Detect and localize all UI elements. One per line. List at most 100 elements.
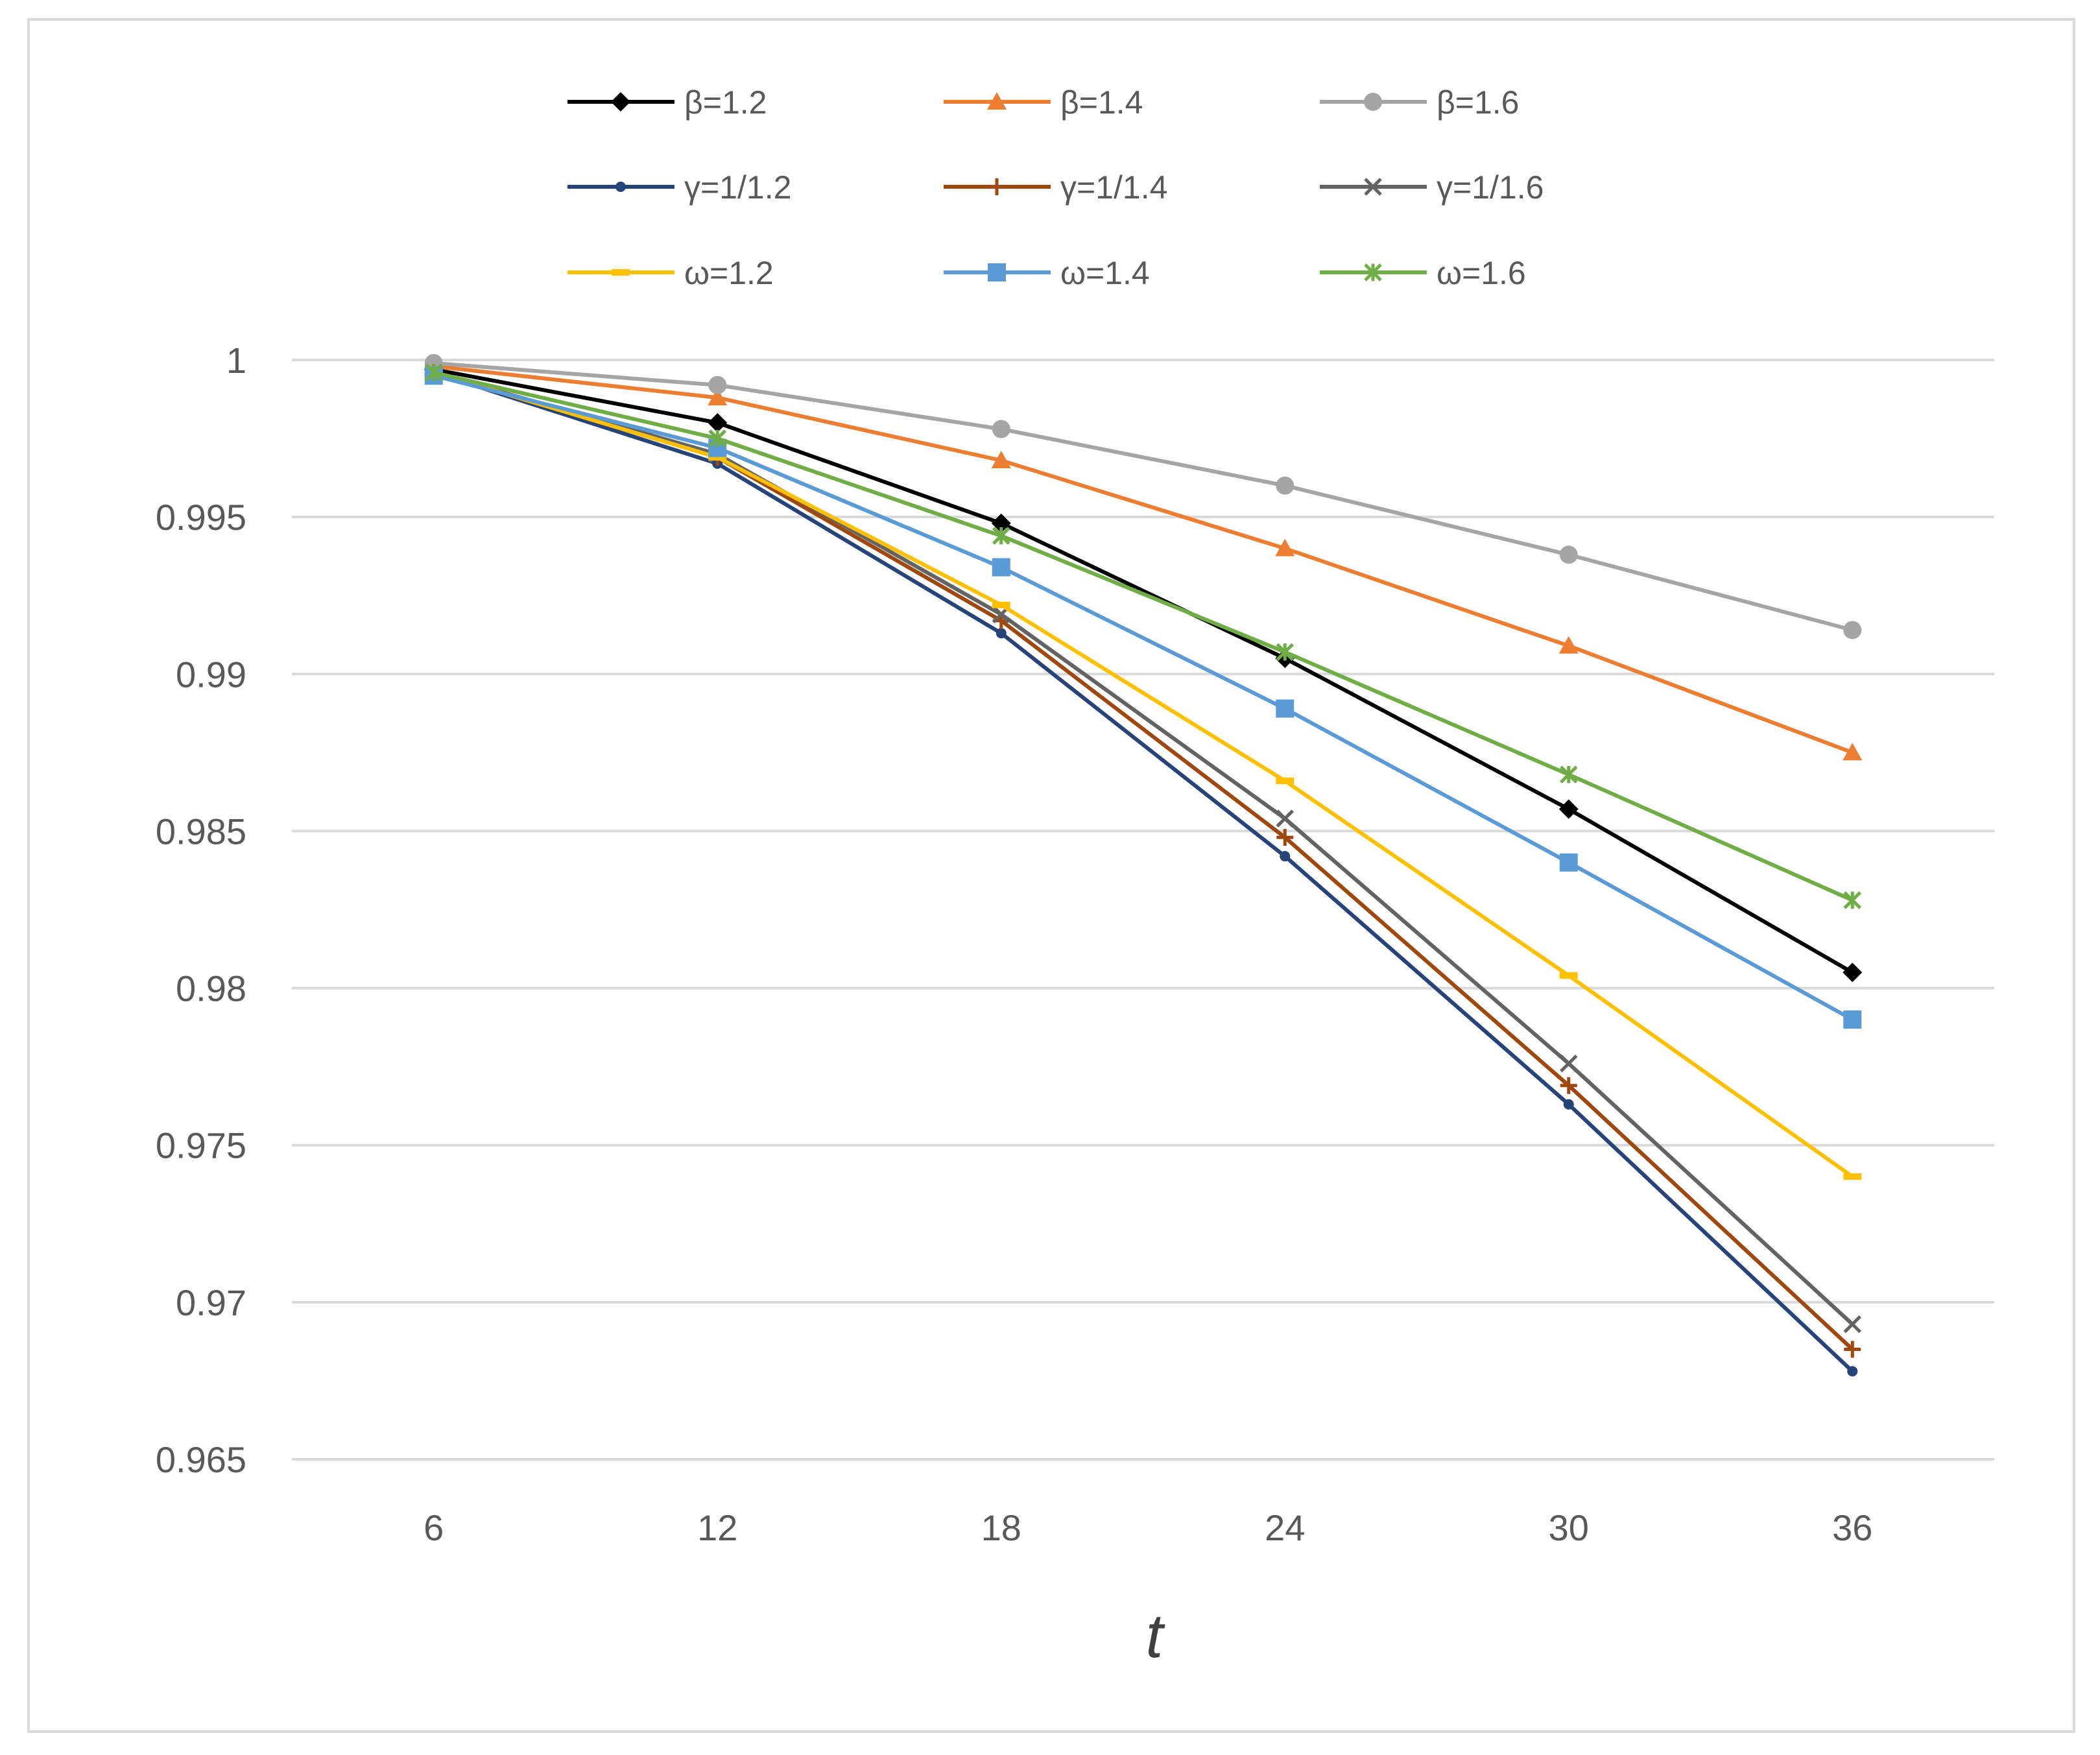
- x-tick-label: 12: [697, 1507, 737, 1548]
- legend-item: β=1.4: [944, 84, 1143, 121]
- data-point: [1276, 643, 1295, 662]
- y-tick-label: 0.97: [176, 1282, 246, 1323]
- data-point: [1276, 699, 1295, 718]
- data-point: [1843, 962, 1863, 983]
- x-tick-label: 18: [981, 1507, 1021, 1548]
- legend: β=1.2 β=1.4 β=1.6 γ=1/1.2 γ=1/1.4 γ=1/1.6 ω=1.…: [567, 84, 1544, 291]
- legend-marker: [1364, 263, 1382, 281]
- legend-marker: [1364, 178, 1382, 196]
- data-point: [1843, 891, 1862, 909]
- legend-marker: [615, 182, 626, 192]
- legend-label: ω=1.2: [684, 255, 774, 291]
- data-point: [1276, 809, 1295, 828]
- series-line: [433, 367, 1854, 974]
- y-tick-label: 0.975: [156, 1125, 246, 1166]
- data-point: [708, 454, 727, 461]
- gridlines: [292, 359, 1994, 1461]
- data-point: [708, 412, 728, 433]
- data-point: [1276, 777, 1295, 784]
- data-point: [1559, 853, 1578, 872]
- data-point: [992, 558, 1010, 577]
- data-point: [1559, 545, 1578, 564]
- y-tick-label: 0.965: [156, 1439, 246, 1480]
- data-point: [1280, 851, 1291, 862]
- series-line: [433, 370, 1854, 1326]
- legend-item: ω=1.4: [944, 255, 1150, 291]
- series-lines: [424, 353, 1863, 1377]
- data-point: [708, 388, 728, 406]
- data-point: [996, 628, 1007, 639]
- x-tick-label: 36: [1832, 1507, 1872, 1548]
- series-line: [433, 370, 1854, 1178]
- x-tick-label: 6: [424, 1507, 444, 1548]
- legend-label: γ=1/1.2: [684, 169, 791, 206]
- legend-marker: [987, 92, 1007, 110]
- data-point: [992, 601, 1010, 608]
- data-point: [991, 513, 1011, 533]
- data-point: [1559, 765, 1578, 784]
- data-point: [1843, 621, 1862, 639]
- legend-item: ω=1.2: [567, 255, 774, 291]
- data-point: [991, 450, 1011, 468]
- legend-label: β=1.6: [1437, 84, 1519, 121]
- x-tick-label: 30: [1549, 1507, 1589, 1548]
- series-line: [433, 361, 1854, 632]
- data-point: [708, 429, 727, 448]
- legend-item: β=1.6: [1320, 84, 1519, 121]
- y-tick-label: 0.985: [156, 811, 246, 852]
- x-axis-ticks: 6 12 18 24 30 36: [424, 1507, 1872, 1548]
- series-line: [433, 370, 1854, 1373]
- data-point: [1558, 799, 1579, 819]
- legend-marker: [611, 92, 630, 112]
- data-point: [1559, 972, 1578, 979]
- data-point: [992, 527, 1010, 545]
- y-tick-label: 0.995: [156, 497, 246, 538]
- data-point: [1843, 1173, 1862, 1180]
- legend-item: β=1.2: [567, 84, 767, 121]
- legend-marker: [612, 269, 630, 276]
- legend-label: ω=1.4: [1060, 255, 1150, 291]
- data-point: [1843, 743, 1863, 761]
- data-point: [1276, 829, 1294, 846]
- x-tick-label: 24: [1265, 1507, 1305, 1548]
- legend-label: γ=1/1.6: [1437, 169, 1544, 206]
- data-point: [1843, 1010, 1862, 1029]
- data-point: [1559, 1055, 1578, 1073]
- series-4: [428, 367, 1858, 1377]
- data-point: [992, 420, 1010, 438]
- chart-frame: [27, 18, 2075, 1733]
- data-point: [1558, 636, 1579, 654]
- legend-item: γ=1/1.4: [944, 169, 1167, 206]
- x-axis-label: t: [1146, 1601, 1165, 1671]
- data-point: [1563, 1099, 1574, 1110]
- legend-item: ω=1.6: [1320, 255, 1526, 291]
- series-8: [424, 366, 1862, 1029]
- series-line: [433, 374, 1854, 1021]
- data-point: [1275, 538, 1295, 556]
- legend-label: β=1.2: [684, 84, 767, 121]
- legend-marker: [988, 263, 1006, 281]
- data-point: [1843, 1315, 1862, 1333]
- series-2: [424, 356, 1863, 761]
- legend-label: ω=1.6: [1437, 255, 1526, 291]
- y-tick-label: 0.98: [176, 968, 246, 1009]
- data-point: [424, 363, 443, 382]
- data-point: [1560, 1077, 1577, 1094]
- legend-marker: [988, 178, 1005, 195]
- legend-marker: [1364, 93, 1382, 111]
- y-tick-label: 1: [226, 340, 246, 381]
- series-line: [433, 364, 1854, 755]
- series-9: [424, 363, 1862, 909]
- data-point: [708, 376, 727, 394]
- y-tick-label: 0.99: [176, 654, 246, 695]
- legend-item: γ=1/1.2: [567, 169, 791, 206]
- data-point: [1276, 476, 1295, 495]
- series-line: [433, 370, 1854, 902]
- legend-label: β=1.4: [1060, 84, 1143, 121]
- legend-item: γ=1/1.6: [1320, 169, 1544, 206]
- data-point: [1847, 1366, 1858, 1377]
- data-point: [1844, 1341, 1861, 1358]
- y-axis-ticks: 1 0.995 0.99 0.985 0.98 0.975 0.97 0.965: [156, 340, 246, 1480]
- legend-label: γ=1/1.4: [1060, 169, 1167, 206]
